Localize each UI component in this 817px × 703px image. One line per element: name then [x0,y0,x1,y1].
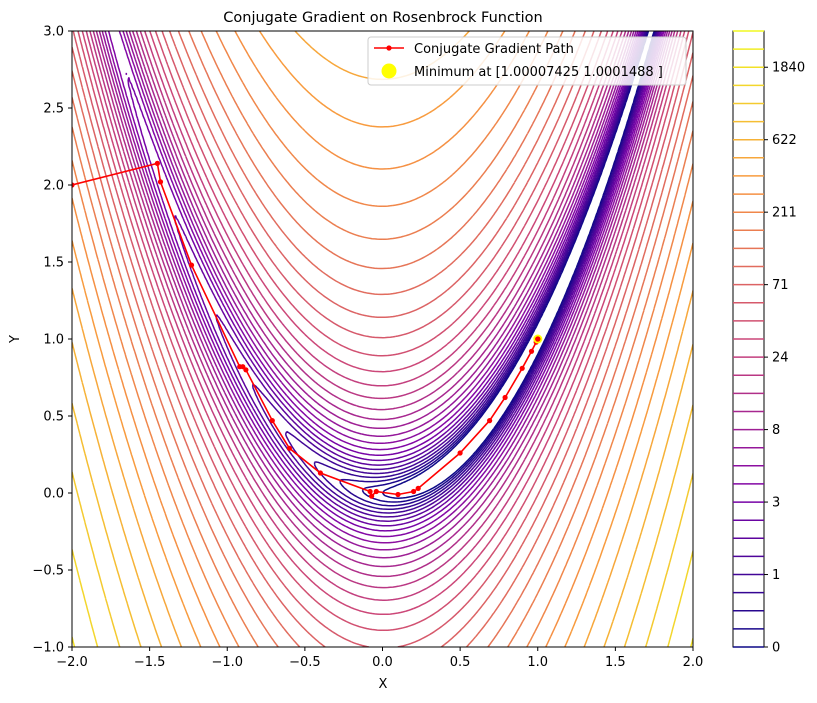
contour-level-11 [101,31,669,551]
contour-level-6 [215,31,661,522]
contour-level-22 [72,31,693,647]
x-axis-label: X [379,677,388,692]
cg-path-point-17 [487,418,493,424]
contour-level-10 [104,31,667,544]
legend-path-label: Conjugate Gradient Path [414,42,574,57]
legend-minimum-marker [381,63,397,79]
cg-path-point-15 [415,485,421,491]
cg-path-point-18 [502,394,508,401]
x-axis-ticks: −2.0 −1.5 −1.0 −0.5 0.0 0.5 1.0 1.5 2.0 [56,647,703,670]
path-layer [72,160,543,499]
y-tick-label-2: 0.0 [43,487,64,502]
contour-level-5 [251,31,660,518]
colorbar-tick-label-1: 1 [772,568,780,583]
x-tick-label-4: 0.0 [372,655,393,670]
x-tick-label-3: −0.5 [289,655,321,670]
contour-level-9 [107,31,665,538]
legend: Conjugate Gradient Path Minimum at [1.00… [367,36,687,86]
y-tick-label-5: 1.5 [43,256,64,271]
y-axis-label: Y [8,335,23,344]
x-tick-label-1: −1.5 [134,655,166,670]
contour-level-2 [339,31,657,507]
x-tick-label-6: 1.0 [527,655,548,670]
x-tick-label-8: 2.0 [683,655,704,670]
contour-level-14 [92,31,676,578]
cg-path-point-19 [519,365,525,371]
cg-path-point-14 [411,488,417,495]
x-tick-label-2: −1.0 [211,655,243,670]
legend-path-marker [386,45,392,51]
colorbar-tick-label-5: 71 [772,278,789,293]
y-tick-label-4: 1.0 [43,333,64,348]
contour-level-12 [98,31,671,559]
contour-level-16 [85,31,682,601]
x-tick-label-5: 0.5 [450,655,471,670]
legend-minimum-label: Minimum at [1.00007425 1.0001488 ] [414,65,663,80]
colorbar-tick-label-8: 1840 [772,61,805,76]
contour-level-23 [72,31,693,647]
contour-level-17 [81,31,686,616]
legend-box [367,36,687,86]
colorbar: 0 1 3 8 24 71 211 622 1840 [732,30,805,656]
colorbar-tick-label-4: 24 [772,351,789,366]
contour-level-20 [72,31,693,647]
colorbar-tick-label-7: 622 [772,133,797,148]
contour-level-26 [72,31,693,647]
cg-path-point-7 [269,418,275,424]
contour-level-24 [72,31,693,647]
x-tick-label-0: −2.0 [56,655,88,670]
cg-path-point-16 [457,450,463,456]
colorbar-tick-label-6: 211 [772,206,797,221]
colorbar-tick-label-0: 0 [772,641,780,656]
cg-path-point-1 [154,160,160,166]
cg-path-point-11 [369,493,375,499]
x-tick-label-7: 1.5 [605,655,626,670]
y-tick-label-7: 2.5 [43,102,64,117]
contour-level-8 [125,31,664,532]
contour-level-28 [72,342,693,647]
cg-path-point-6 [243,367,249,373]
y-tick-label-6: 2.0 [43,179,64,194]
y-tick-label-3: 0.5 [43,410,64,425]
contour-level-30 [72,471,693,647]
cg-path-point-9 [317,470,323,476]
cg-path-point-20 [528,348,535,354]
contour-level-7 [174,31,662,527]
cg-path-point-12 [373,488,379,495]
cg-path-point-10 [367,488,373,495]
cg-path-point-0 [72,182,75,188]
y-tick-label-0: −1.0 [32,641,64,656]
y-tick-label-1: −0.5 [32,564,64,579]
contour-level-31 [72,549,693,647]
y-tick-label-8: 3.0 [43,25,64,40]
contour-lines [72,31,693,647]
contour-level-4 [284,31,659,514]
contour-level-29 [72,403,693,647]
cg-path-point-2 [157,179,164,185]
cg-path-point-8 [286,445,292,451]
contour-level-19 [72,31,693,647]
contour-level-21 [72,31,693,647]
y-axis-ticks: −1.0 −0.5 0.0 0.5 1.0 1.5 2.0 2.5 3.0 [32,25,72,656]
colorbar-tick-label-3: 8 [772,423,780,438]
contour-level-32 [72,636,693,647]
contour-level-3 [313,31,658,511]
contour-level-15 [89,31,679,589]
contour-level-13 [95,31,673,568]
cg-path-point-3 [188,262,195,268]
cg-path-point-13 [395,491,401,498]
chart-title: Conjugate Gradient on Rosenbrock Functio… [223,10,542,26]
contour-level-18 [77,31,690,632]
cg-path-end-point-1 [535,336,541,342]
colorbar-tick-label-2: 3 [772,496,780,511]
contour-level-25 [72,31,693,647]
